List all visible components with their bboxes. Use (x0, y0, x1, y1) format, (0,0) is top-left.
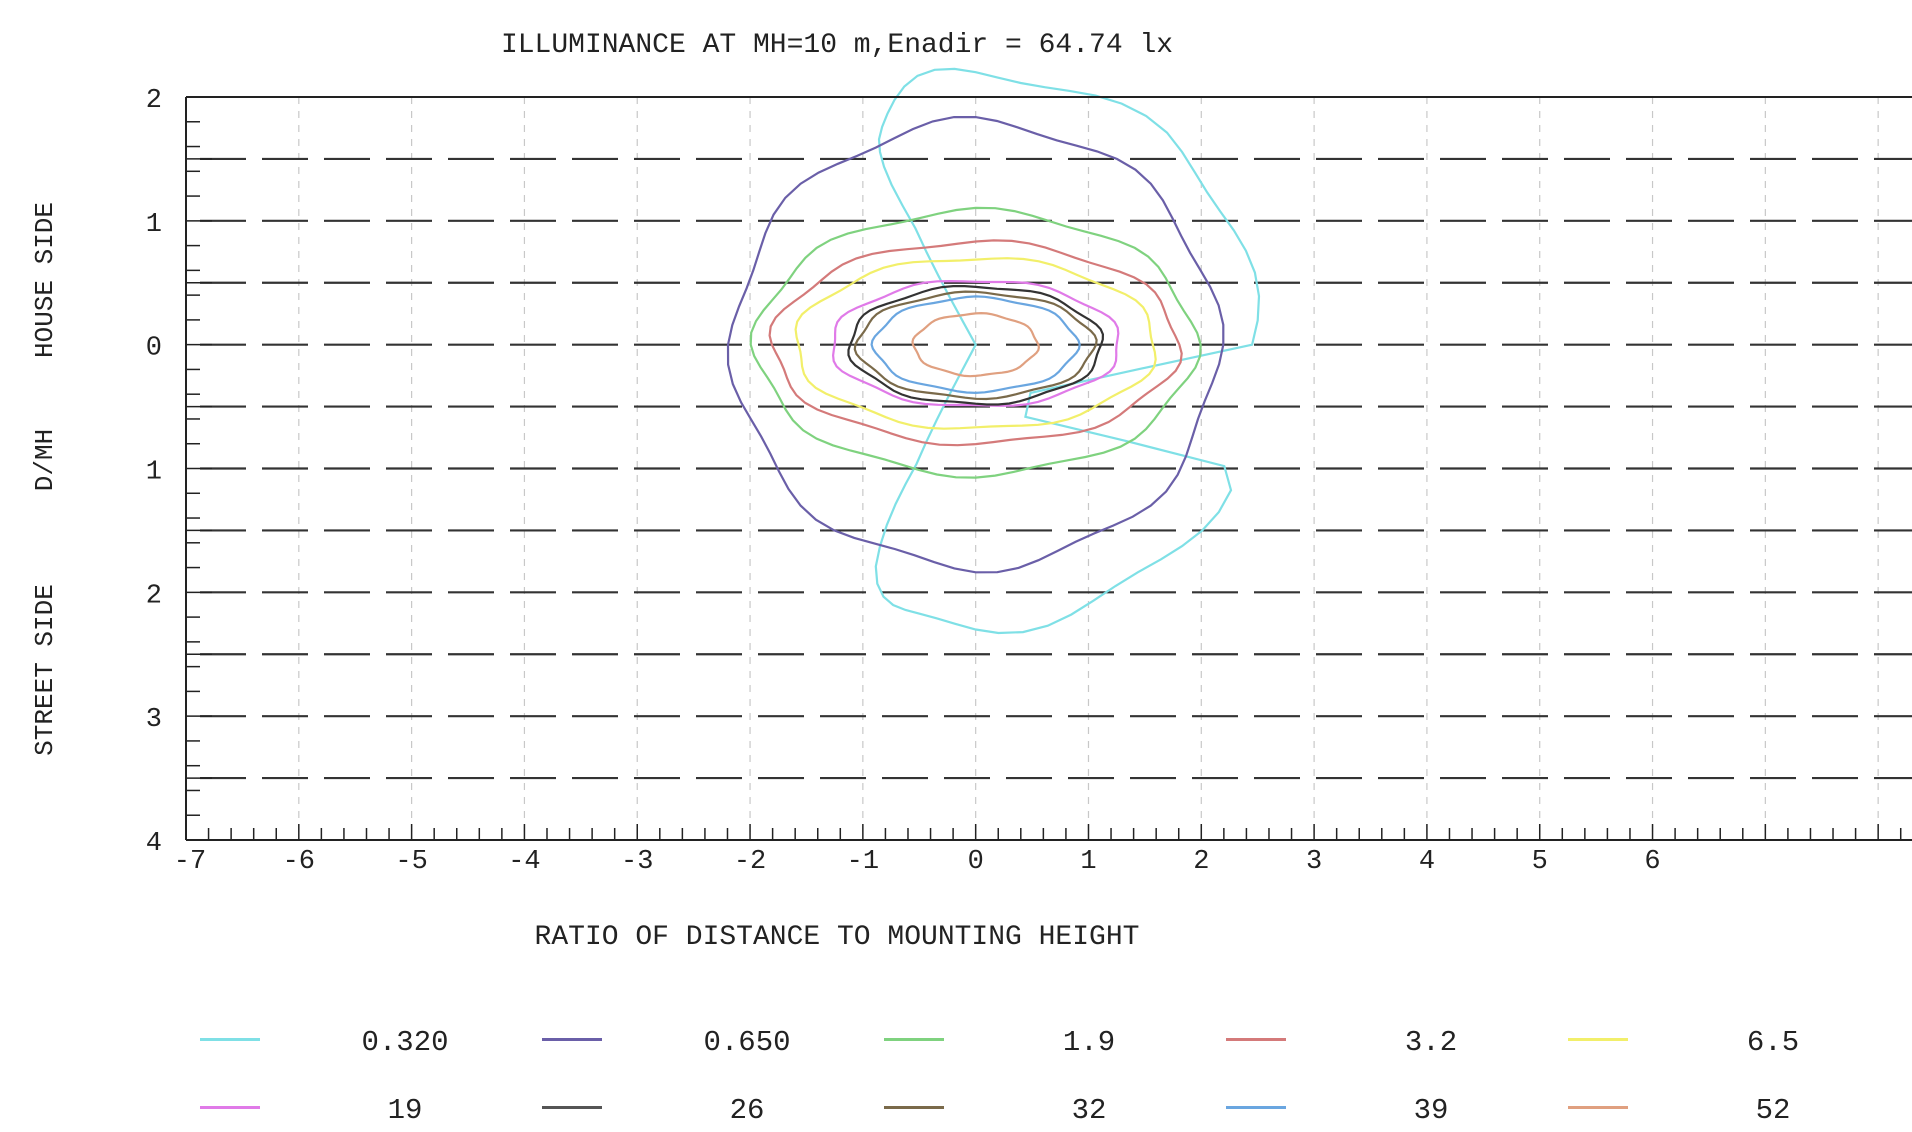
x-tick-label: 6 (1644, 847, 1660, 877)
legend-label: 26 (729, 1094, 765, 1127)
x-tick-label: 4 (1419, 847, 1435, 877)
contour-3.2 (768, 239, 1183, 447)
legend-swatch (884, 1106, 944, 1109)
x-tick-label: 5 (1532, 847, 1548, 877)
legend-label: 52 (1755, 1094, 1791, 1127)
contour-52 (911, 311, 1041, 378)
legend-swatch (1226, 1038, 1286, 1041)
legend-swatch (1226, 1106, 1286, 1109)
y-tick-label: 1 (146, 210, 162, 240)
legend-label: 0.650 (703, 1026, 791, 1059)
y-tick-label: 4 (146, 829, 162, 859)
legend-swatch (542, 1038, 602, 1041)
x-tick-label: -3 (621, 847, 653, 877)
legend-item: 32 (884, 1092, 1226, 1132)
legend-swatch (200, 1038, 260, 1041)
x-axis-label: RATIO OF DISTANCE TO MOUNTING HEIGHT (535, 922, 1140, 953)
legend-item: 1.9 (884, 1024, 1226, 1064)
x-tick-label: -6 (283, 847, 315, 877)
legend-swatch (542, 1106, 602, 1109)
x-tick-label: 3 (1306, 847, 1322, 877)
legend-item: 6.5 (1568, 1024, 1910, 1064)
y-axis-label-house-side: HOUSE SIDE (30, 202, 60, 358)
y-tick-label: 2 (146, 581, 162, 611)
legend-label: 3.2 (1404, 1026, 1458, 1059)
legend-swatch (200, 1106, 260, 1109)
legend-item: 39 (1226, 1092, 1568, 1132)
legend-item: 0.320 (200, 1024, 542, 1064)
contour-0.320 (874, 67, 1261, 635)
legend-label: 39 (1413, 1094, 1449, 1127)
legend-swatch (1568, 1106, 1628, 1109)
x-tick-label: -1 (847, 847, 879, 877)
legend-label: 0.320 (361, 1026, 449, 1059)
x-tick-label: -7 (174, 847, 206, 877)
legend-row-1: 0.320 0.650 1.9 3.2 6.5 (200, 1024, 1910, 1064)
x-tick-label: 2 (1193, 847, 1209, 877)
legend-label: 1.9 (1062, 1026, 1116, 1059)
legend-item: 52 (1568, 1092, 1910, 1132)
legend-label: 32 (1071, 1094, 1107, 1127)
legend-label: 6.5 (1746, 1026, 1800, 1059)
legend-label: 19 (387, 1094, 423, 1127)
y-axis-label-d-mh: D/MH (30, 429, 60, 491)
plot-area: 2 1 0 1 2 3 4 -7 -6 -5 -4 -3 -2 -1 0 1 2 3 4 5 6 (146, 67, 1912, 877)
legend-item: 19 (200, 1092, 542, 1132)
contour-0.650 (726, 116, 1225, 574)
y-tick-label: 1 (146, 458, 162, 488)
contour-39 (870, 295, 1081, 395)
x-tick-label: -2 (734, 847, 766, 877)
contour-19 (831, 279, 1120, 407)
chart-title: ILLUMINANCE AT MH=10 m,Enadir = 64.74 lx (501, 30, 1173, 61)
y-tick-label: 0 (146, 334, 162, 364)
y-tick-label: 3 (146, 705, 162, 735)
x-tick-label: -4 (508, 847, 540, 877)
contour-26 (847, 285, 1105, 406)
legend-item: 3.2 (1226, 1024, 1568, 1064)
y-tick-label: 2 (146, 86, 162, 116)
legend-item: 0.650 (542, 1024, 884, 1064)
x-tick-label: 0 (968, 847, 984, 877)
x-tick-label: 1 (1080, 847, 1096, 877)
x-tick-label: -5 (395, 847, 427, 877)
legend-swatch (1568, 1038, 1628, 1041)
legend-item: 26 (542, 1092, 884, 1132)
contour-6.5 (794, 257, 1157, 430)
y-axis-label-street-side: STREET SIDE (30, 584, 60, 756)
legend-row-2: 19 26 32 39 52 (200, 1092, 1910, 1132)
legend-swatch (884, 1038, 944, 1041)
contour-1.9 (749, 206, 1202, 479)
contour-32 (853, 290, 1098, 401)
